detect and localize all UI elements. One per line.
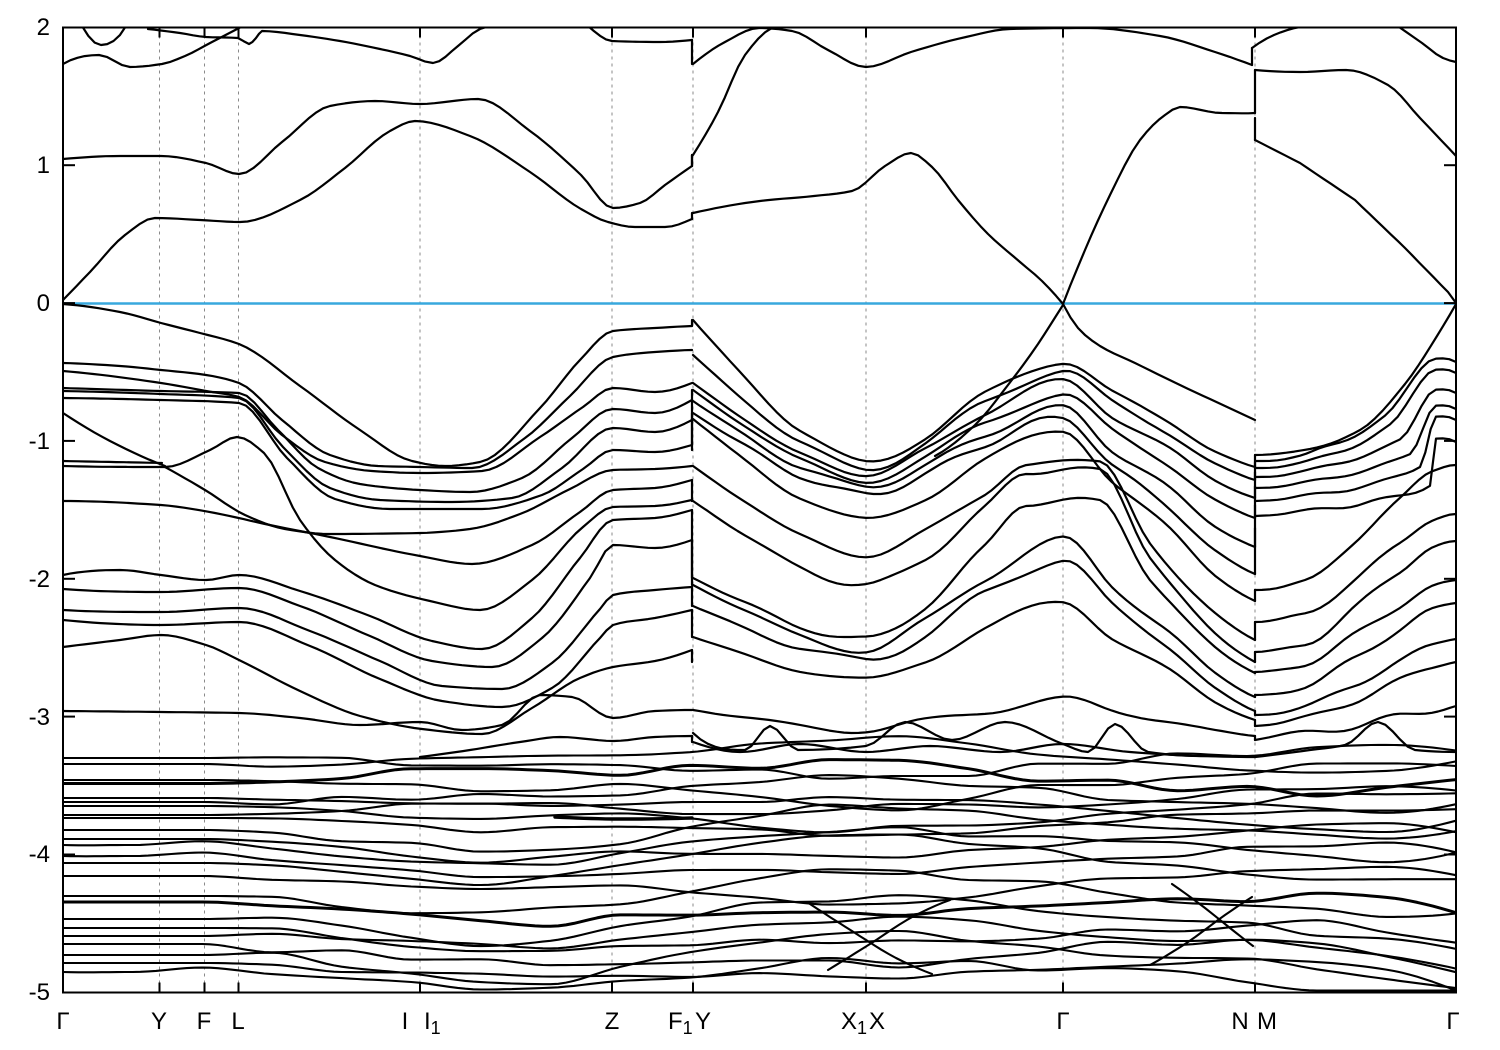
svg-text:Γ: Γ	[1056, 1008, 1069, 1035]
svg-text:-3: -3	[29, 704, 50, 731]
svg-text:I: I	[402, 1008, 409, 1035]
svg-text:0: 0	[37, 290, 50, 317]
svg-text:L: L	[231, 1008, 244, 1035]
svg-text:2: 2	[37, 14, 50, 41]
svg-text:-5: -5	[29, 979, 50, 1006]
svg-text:N: N	[1231, 1008, 1248, 1035]
svg-text:Γ: Γ	[1446, 1008, 1459, 1035]
svg-text:Z: Z	[605, 1008, 620, 1035]
svg-text:M: M	[1257, 1008, 1277, 1035]
svg-text:1: 1	[37, 152, 50, 179]
svg-text:Γ: Γ	[56, 1008, 69, 1035]
svg-text:Y: Y	[151, 1008, 167, 1035]
svg-text:F: F	[197, 1008, 212, 1035]
svg-text:X: X	[869, 1008, 885, 1035]
svg-text:-2: -2	[29, 566, 50, 593]
svg-text:F1: F1	[668, 1008, 693, 1038]
svg-text:-1: -1	[29, 428, 50, 455]
svg-text:Y: Y	[695, 1008, 711, 1035]
svg-text:-4: -4	[29, 841, 50, 868]
